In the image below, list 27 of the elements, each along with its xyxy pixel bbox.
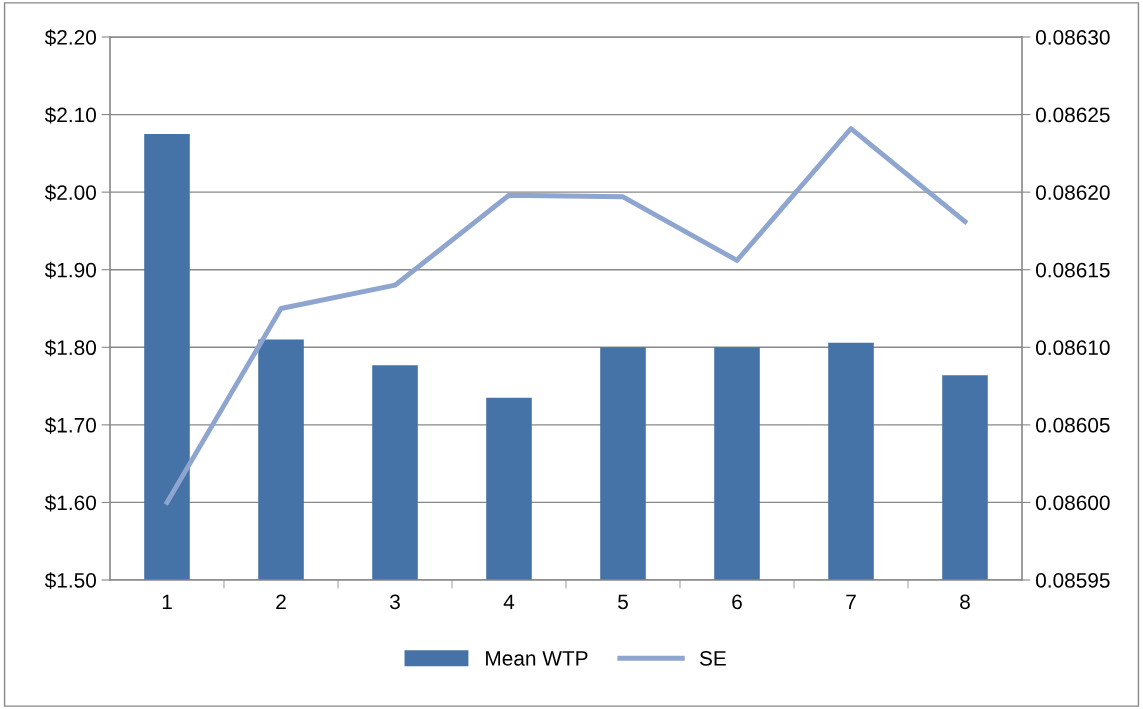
y-tick-label: $1.60: [44, 494, 96, 512]
y2-tick-label: 0.08615: [1036, 262, 1110, 278]
line-series: [164, 126, 968, 505]
y2-tick-label: 0.08610: [1036, 340, 1110, 356]
y2-tick-label: 0.08620: [1036, 185, 1110, 200]
y2-tick-label: 0.08625: [1036, 107, 1110, 123]
y-tick-label: $2.20: [44, 29, 96, 46]
x-tick-label: 1: [162, 594, 172, 609]
y-tick-label: $1.80: [44, 339, 96, 357]
x-tick-label: 5: [618, 594, 628, 610]
y-tick-label: $1.70: [44, 416, 96, 434]
x-tick-label: 3: [390, 594, 400, 610]
x-tick-label: 8: [960, 594, 970, 610]
y-tick-label: $2.10: [44, 106, 96, 124]
y-tick-label: $1.90: [44, 261, 96, 279]
x-tick-label: 2: [276, 594, 286, 609]
legend-label: Mean WTP: [486, 651, 588, 666]
y2-tick-label: 0.08605: [1036, 417, 1110, 433]
y2-tick-label: 0.08595: [1036, 573, 1110, 588]
x-tick-label: 4: [503, 594, 515, 609]
legend-label: SE: [699, 650, 726, 666]
y-tick-label: $2.00: [44, 184, 96, 202]
x-tick-label: 7: [846, 594, 856, 609]
y2-tick-label: 0.08630: [1036, 30, 1110, 45]
x-tick-label: 6: [732, 594, 742, 610]
y2-tick-label: 0.08600: [1036, 495, 1110, 511]
y-tick-label: $1.50: [44, 572, 96, 589]
